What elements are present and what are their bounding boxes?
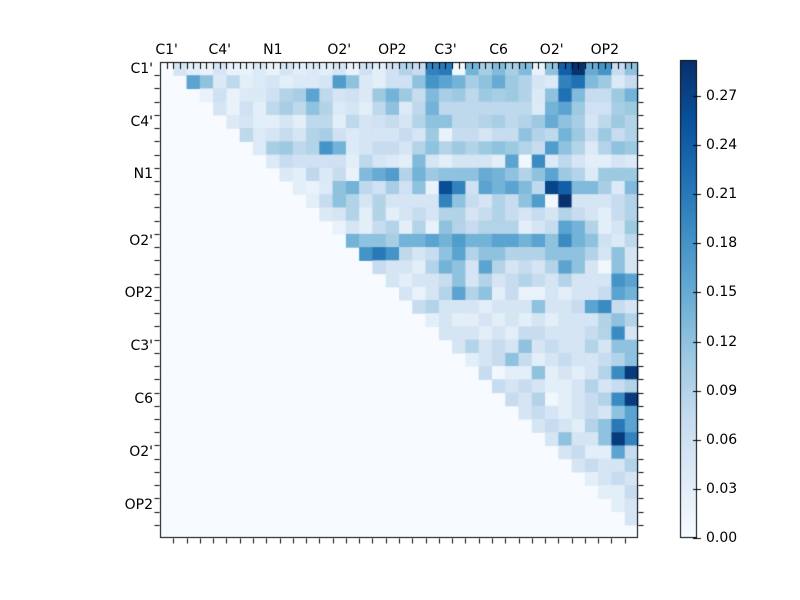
y-axis-label: C6 (134, 391, 153, 408)
colorbar-tick-label: 0.15 (706, 284, 738, 301)
y-axis-label: N1 (133, 166, 153, 183)
y-axis-label: C3' (130, 338, 153, 355)
x-axis-label: C6 (489, 42, 508, 58)
x-axis-label: C1' (155, 42, 178, 58)
y-axis-label: OP2 (124, 285, 153, 302)
x-axis-label: OP2 (590, 42, 619, 58)
colorbar-tick-label: 0.09 (706, 382, 738, 399)
colorbar-tick-label: 0.18 (706, 235, 738, 252)
colorbar-tick-label: 0.06 (706, 431, 738, 448)
colorbar-tick-label: 0.12 (706, 333, 738, 350)
y-axis-label: C4' (130, 113, 153, 130)
x-axis-label: C3' (434, 42, 457, 58)
colorbar-tick-label: 0.21 (706, 186, 738, 203)
x-axis-label: OP2 (378, 42, 407, 58)
x-axis-label: C4' (208, 42, 232, 58)
colorbar-tick-label: 0.00 (706, 530, 738, 546)
colorbar-tick-label: 0.03 (706, 480, 738, 497)
x-axis-label: O2' (539, 42, 564, 58)
x-axis-label: O2' (327, 42, 352, 58)
y-axis-label: OP2 (124, 496, 153, 513)
colorbar-tick-label: 0.24 (706, 137, 738, 154)
x-axis-label: N1 (263, 42, 283, 58)
colorbar-tick-label: 0.27 (706, 88, 738, 104)
y-axis-label: O2' (129, 444, 153, 461)
y-axis-label: O2' (129, 232, 153, 249)
y-axis-label: C1' (130, 60, 153, 77)
